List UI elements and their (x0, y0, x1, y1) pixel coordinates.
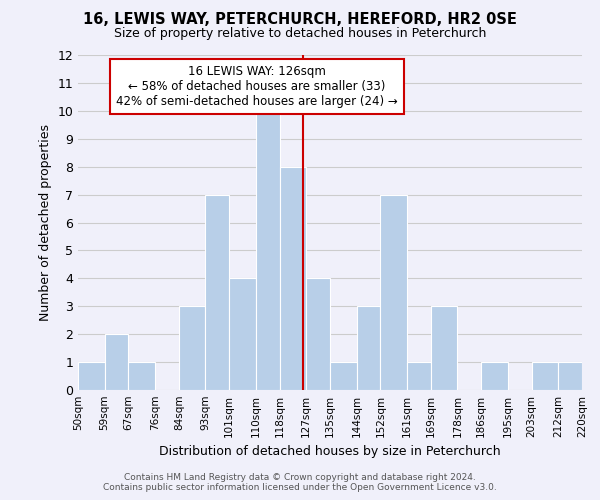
Bar (256, 111, 280, 390)
Bar (407, 362, 431, 390)
Bar (78, 362, 104, 390)
Bar (280, 166, 306, 390)
Text: Size of property relative to detached houses in Peterchurch: Size of property relative to detached ho… (114, 28, 486, 40)
Bar (306, 278, 330, 390)
Bar (380, 194, 407, 390)
Bar (205, 194, 229, 390)
Text: 16 LEWIS WAY: 126sqm
← 58% of detached houses are smaller (33)
42% of semi-detac: 16 LEWIS WAY: 126sqm ← 58% of detached h… (116, 65, 398, 108)
Bar (128, 362, 155, 390)
Bar (229, 278, 256, 390)
Bar (532, 362, 558, 390)
Text: Contains HM Land Registry data © Crown copyright and database right 2024.
Contai: Contains HM Land Registry data © Crown c… (103, 473, 497, 492)
Bar (356, 306, 380, 390)
Text: 16, LEWIS WAY, PETERCHURCH, HEREFORD, HR2 0SE: 16, LEWIS WAY, PETERCHURCH, HEREFORD, HR… (83, 12, 517, 28)
Bar (431, 306, 457, 390)
Bar (481, 362, 508, 390)
Bar (330, 362, 356, 390)
Bar (179, 306, 205, 390)
Bar (104, 334, 128, 390)
Bar (558, 362, 582, 390)
X-axis label: Distribution of detached houses by size in Peterchurch: Distribution of detached houses by size … (159, 446, 501, 458)
Y-axis label: Number of detached properties: Number of detached properties (39, 124, 52, 321)
